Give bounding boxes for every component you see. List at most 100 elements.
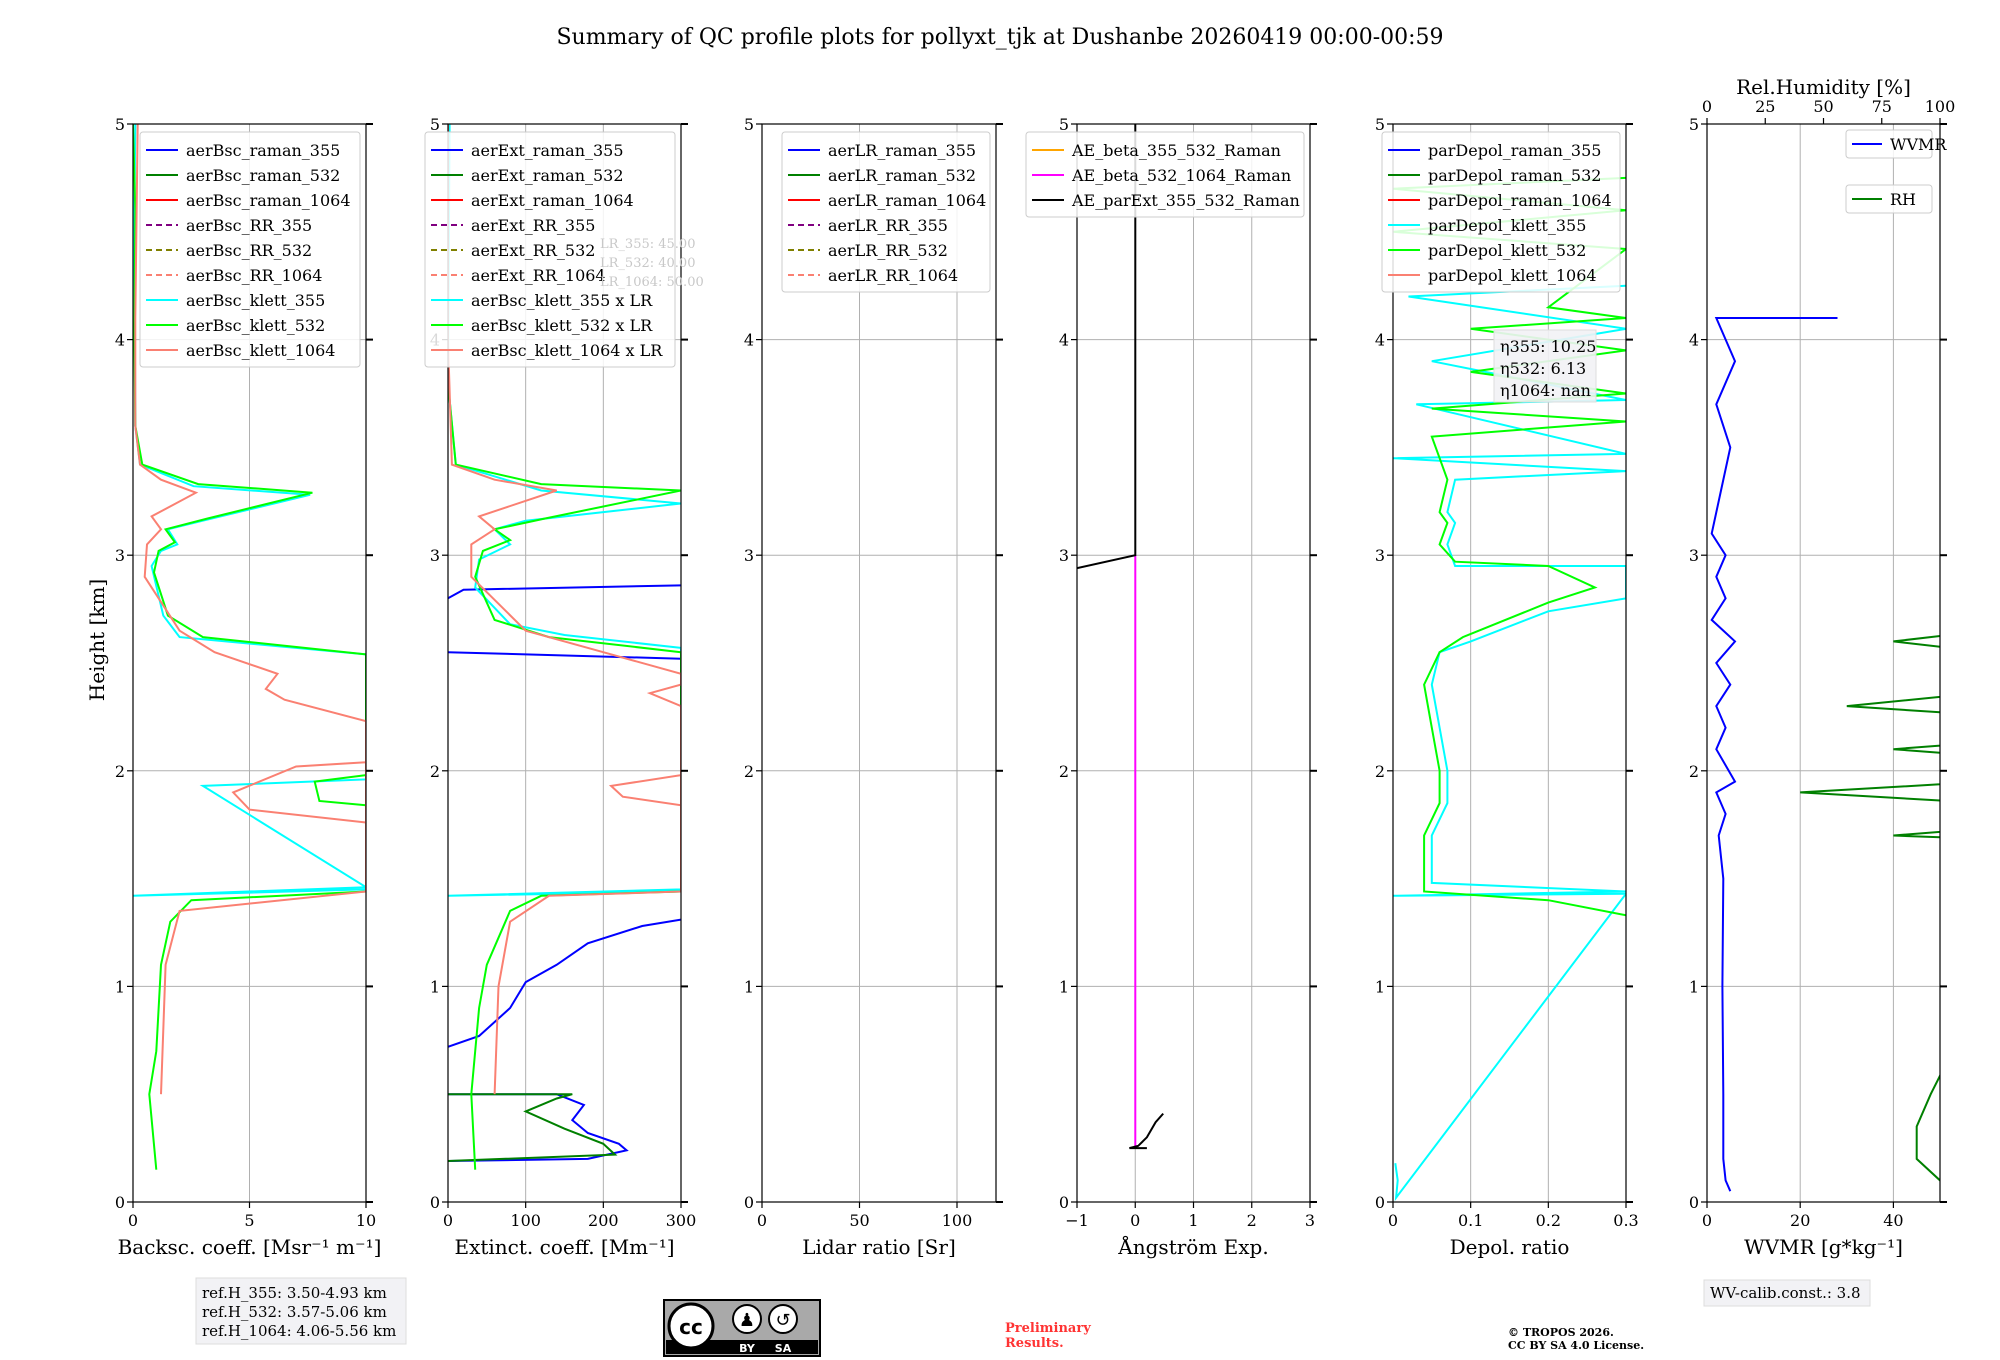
legend-label: AE_beta_355_532_Raman xyxy=(1071,141,1281,160)
legend-label: aerLR_raman_1064 xyxy=(828,191,986,210)
series-line-aerExt-raman-532 xyxy=(448,1093,618,1162)
x-axis-label: Extinct. coeff. [Mm⁻¹] xyxy=(454,1235,674,1259)
legend-label: aerBsc_klett_532 xyxy=(186,316,325,335)
y-tick-label: 4 xyxy=(744,331,754,350)
y-tick-label: 1 xyxy=(1689,977,1699,996)
y-tick-label: 5 xyxy=(1059,115,1069,134)
panel-extinction: 0100200300012345Extinct. coeff. [Mm⁻¹]ae… xyxy=(424,115,704,1259)
legend-label: WVMR xyxy=(1890,135,1947,154)
series-line-aerExt-raman-355 xyxy=(448,918,681,1048)
legend-label: aerLR_RR_355 xyxy=(828,216,948,235)
cc-license-badge: cc ♟ ↺ BY SA xyxy=(663,1299,821,1357)
legend-label: aerExt_raman_532 xyxy=(471,166,624,185)
legend-box xyxy=(1381,131,1621,293)
ref-height-355: ref.H_355: 3.50-4.93 km xyxy=(202,1284,387,1302)
preliminary-line1: Preliminary xyxy=(1005,1321,1091,1336)
x-tick-label: 0 xyxy=(443,1211,453,1230)
top-x-tick-label: 75 xyxy=(1872,97,1892,116)
y-tick-label: 1 xyxy=(1059,977,1069,996)
y-tick-label: 4 xyxy=(1689,331,1699,350)
series-line-aerBsc-klett-355-x-LR xyxy=(448,124,681,897)
x-tick-label: 0 xyxy=(1702,1211,1712,1230)
wv-calib-box: WV-calib.const.: 3.8 xyxy=(1703,1279,1871,1307)
legend-label: parDepol_raman_1064 xyxy=(1428,191,1612,210)
y-tick-label: 5 xyxy=(115,115,125,134)
series-line-AE-parExt-low xyxy=(1129,1112,1164,1150)
legend-label: AE_beta_532_1064_Raman xyxy=(1071,166,1291,185)
legend-label: aerBsc_klett_355 xyxy=(186,291,325,310)
legend-label: aerExt_RR_532 xyxy=(471,241,595,260)
legend-label: parDepol_klett_532 xyxy=(1428,241,1586,260)
legend-label: aerExt_raman_355 xyxy=(471,141,624,160)
legend-label: aerBsc_RR_1064 xyxy=(186,266,322,285)
copyright-line2: CC BY SA 4.0 License. xyxy=(1508,1339,1644,1352)
x-tick-label: 0.2 xyxy=(1536,1211,1561,1230)
y-tick-label: 0 xyxy=(430,1193,440,1212)
y-tick-label: 3 xyxy=(744,546,754,565)
x-tick-label: 0 xyxy=(1388,1211,1398,1230)
badge-sa: SA xyxy=(775,1342,792,1355)
x-axis-label: Backsc. coeff. [Msr⁻¹ m⁻¹] xyxy=(118,1235,382,1259)
lr-annotation: LR_532: 40.00 xyxy=(600,256,695,271)
badge-by: BY xyxy=(739,1342,756,1355)
ref-height-532: ref.H_532: 3.57-5.06 km xyxy=(202,1303,387,1321)
x-axis-label: WVMR [g*kg⁻¹] xyxy=(1744,1235,1903,1259)
x-tick-label: 0.3 xyxy=(1613,1211,1638,1230)
wv-calib-text: WV-calib.const.: 3.8 xyxy=(1710,1284,1861,1302)
series-line-aerExt-raman-355-upper xyxy=(448,651,681,660)
legend-box xyxy=(1025,131,1305,218)
legend-label: aerBsc_klett_355 x LR xyxy=(471,291,653,310)
series-line-aerBsc-klett-532-x-LR xyxy=(448,124,681,1170)
y-tick-label: 3 xyxy=(115,546,125,565)
top-x-tick-label: 100 xyxy=(1925,97,1956,116)
legend-label: parDepol_raman_355 xyxy=(1428,141,1601,160)
x-tick-label: 3 xyxy=(1305,1211,1315,1230)
ref-height-1064: ref.H_1064: 4.06-5.56 km xyxy=(202,1322,396,1340)
series-line-AE-parExt-355-532-Raman xyxy=(1077,124,1137,570)
legend-label: aerBsc_klett_1064 xyxy=(186,341,335,360)
x-tick-label: 100 xyxy=(510,1211,541,1230)
legend-label: AE_parExt_355_532_Raman xyxy=(1071,191,1300,210)
legend-label: aerBsc_RR_532 xyxy=(186,241,312,260)
x-tick-label: 200 xyxy=(588,1211,619,1230)
x-tick-label: 0.1 xyxy=(1458,1211,1483,1230)
y-tick-label: 0 xyxy=(1375,1193,1385,1212)
y-tick-label: 4 xyxy=(1375,331,1385,350)
legend-label: aerLR_RR_532 xyxy=(828,241,948,260)
x-tick-label: 10 xyxy=(356,1211,376,1230)
series-line-aerExt-raman-355-upper2 xyxy=(448,584,681,600)
top-x-tick-label: 0 xyxy=(1702,97,1712,116)
series-line-aerBsc-klett-1064-x-LR xyxy=(448,124,681,1095)
legend-label: RH xyxy=(1890,190,1916,209)
eta-annotation: η532: 6.13 xyxy=(1500,359,1586,378)
top-x-tick-label: 25 xyxy=(1755,97,1775,116)
y-tick-label: 2 xyxy=(430,762,440,781)
y-tick-label: 3 xyxy=(430,546,440,565)
y-tick-label: 2 xyxy=(744,762,754,781)
y-tick-label: 3 xyxy=(1689,546,1699,565)
y-tick-label: 0 xyxy=(744,1193,754,1212)
series-group xyxy=(1710,317,1940,1192)
x-tick-label: 0 xyxy=(757,1211,767,1230)
series-group xyxy=(448,124,681,1170)
series-line-parDepol-klett-532 xyxy=(1393,176,1626,917)
series-group xyxy=(1393,176,1626,1202)
legend-label: parDepol_klett_355 xyxy=(1428,216,1586,235)
series-group xyxy=(133,124,366,1170)
y-tick-label: 4 xyxy=(115,331,125,350)
legend-label: aerBsc_klett_1064 x LR xyxy=(471,341,663,360)
y-tick-label: 1 xyxy=(1375,977,1385,996)
series-line-aerBsc-klett-532 xyxy=(133,124,366,1170)
panel-lidarratio: 0 50 100 0 1 2 3 4 5 Lidar ratio [Sr] aerLR_raman_… xyxy=(744,115,1003,1259)
eta-annotation: η1064: nan xyxy=(1500,381,1591,400)
legend: WVMR RH xyxy=(1845,129,1947,214)
y-tick-label: 2 xyxy=(115,762,125,781)
y-tick-label: 0 xyxy=(1059,1193,1069,1212)
x-tick-label: 50 xyxy=(849,1211,869,1230)
panel-depol: 0 0.1 0.2 0.3 0 1 2 3 4 5 Depol. ratio parDepol_ram… xyxy=(1375,115,1639,1259)
legend-label: aerExt_RR_355 xyxy=(471,216,595,235)
x-axis-label: Ångström Exp. xyxy=(1117,1234,1268,1259)
x-tick-label: 40 xyxy=(1883,1211,1903,1230)
